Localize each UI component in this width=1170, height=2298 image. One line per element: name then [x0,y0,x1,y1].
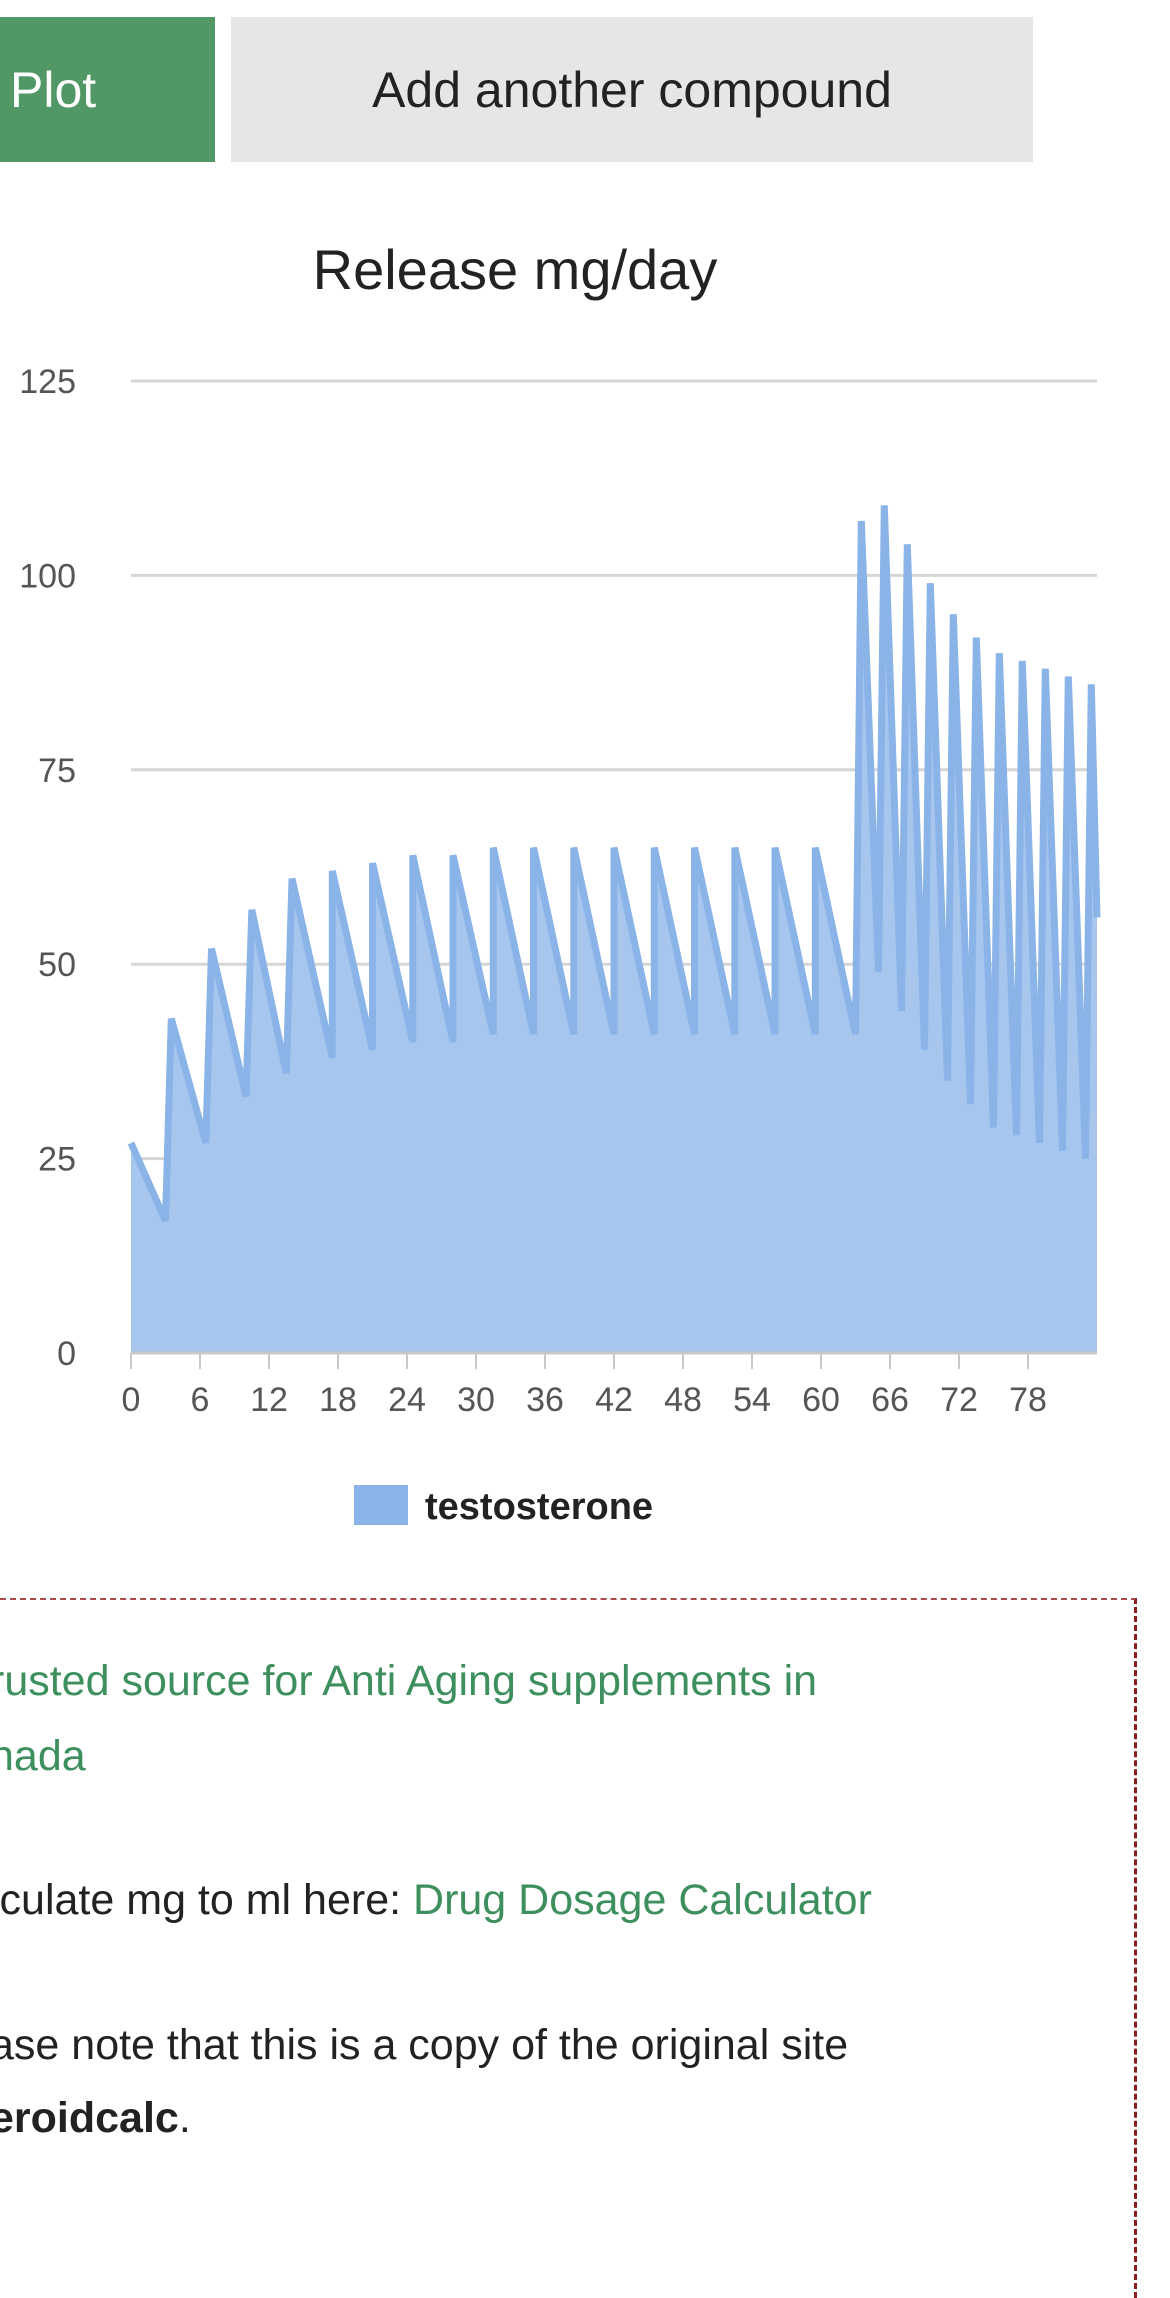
x-tick-label: 6 [191,1381,210,1419]
steroidcalc-name: eroidcalc [0,2094,179,2142]
chart-legend[interactable]: testosterone [354,1485,653,1528]
chart-axes: 0 25 50 75 100 125 0 6 12 18 24 30 36 42 48 54 60 66 72 78 [19,363,1097,1419]
calculator-line: lculate mg to ml here: Drug Dosage Calcu… [0,1862,872,1938]
x-tick-label: 0 [122,1381,141,1419]
x-tick-label: 42 [595,1381,633,1419]
x-tick-label: 18 [319,1381,357,1419]
x-tick-label: 72 [940,1381,978,1419]
y-tick-label: 125 [19,363,76,401]
plot-button[interactable]: Plot [0,17,215,162]
calculator-prefix: lculate mg to ml here: [0,1876,414,1924]
y-tick-label: 75 [38,752,76,790]
copy-note-line2: eroidcalc. [0,2080,191,2156]
anti-aging-link-line2[interactable]: nada [0,1732,86,1780]
legend-swatch-testosterone [354,1485,408,1525]
x-tick-label: 48 [664,1381,702,1419]
x-tick-label: 60 [802,1381,840,1419]
copy-note-line1: ase note that this is a copy of the orig… [0,2021,849,2069]
x-tick-label: 78 [1009,1381,1047,1419]
chart-area [127,505,1101,1353]
y-tick-label: 50 [38,946,76,984]
y-tick-label: 0 [57,1335,76,1373]
release-chart: Release mg/day 0 25 50 75 100 125 0 6 12 18 24 30 36… [19,238,1101,1528]
legend-label-testosterone: testosterone [425,1486,653,1528]
x-tick-label: 24 [388,1381,426,1419]
x-tick-label: 12 [250,1381,288,1419]
anti-aging-link-line1[interactable]: rusted source for Anti Aging supplements… [0,1657,818,1705]
x-tick-label: 54 [733,1381,771,1419]
x-tick-label: 30 [457,1381,495,1419]
notice-box: rusted source for Anti Aging supplements… [0,1598,1137,2298]
series-line-testosterone [127,505,1101,1223]
add-compound-button[interactable]: Add another compound [231,17,1033,162]
chart-title: Release mg/day [313,238,718,301]
copy-note-period: . [178,2094,191,2142]
y-tick-label: 25 [38,1141,76,1179]
x-tick-label: 66 [871,1381,909,1419]
x-tick-label: 36 [526,1381,564,1419]
drug-dosage-calculator-link[interactable]: Drug Dosage Calculator [413,1876,872,1924]
y-tick-label: 100 [19,557,76,595]
